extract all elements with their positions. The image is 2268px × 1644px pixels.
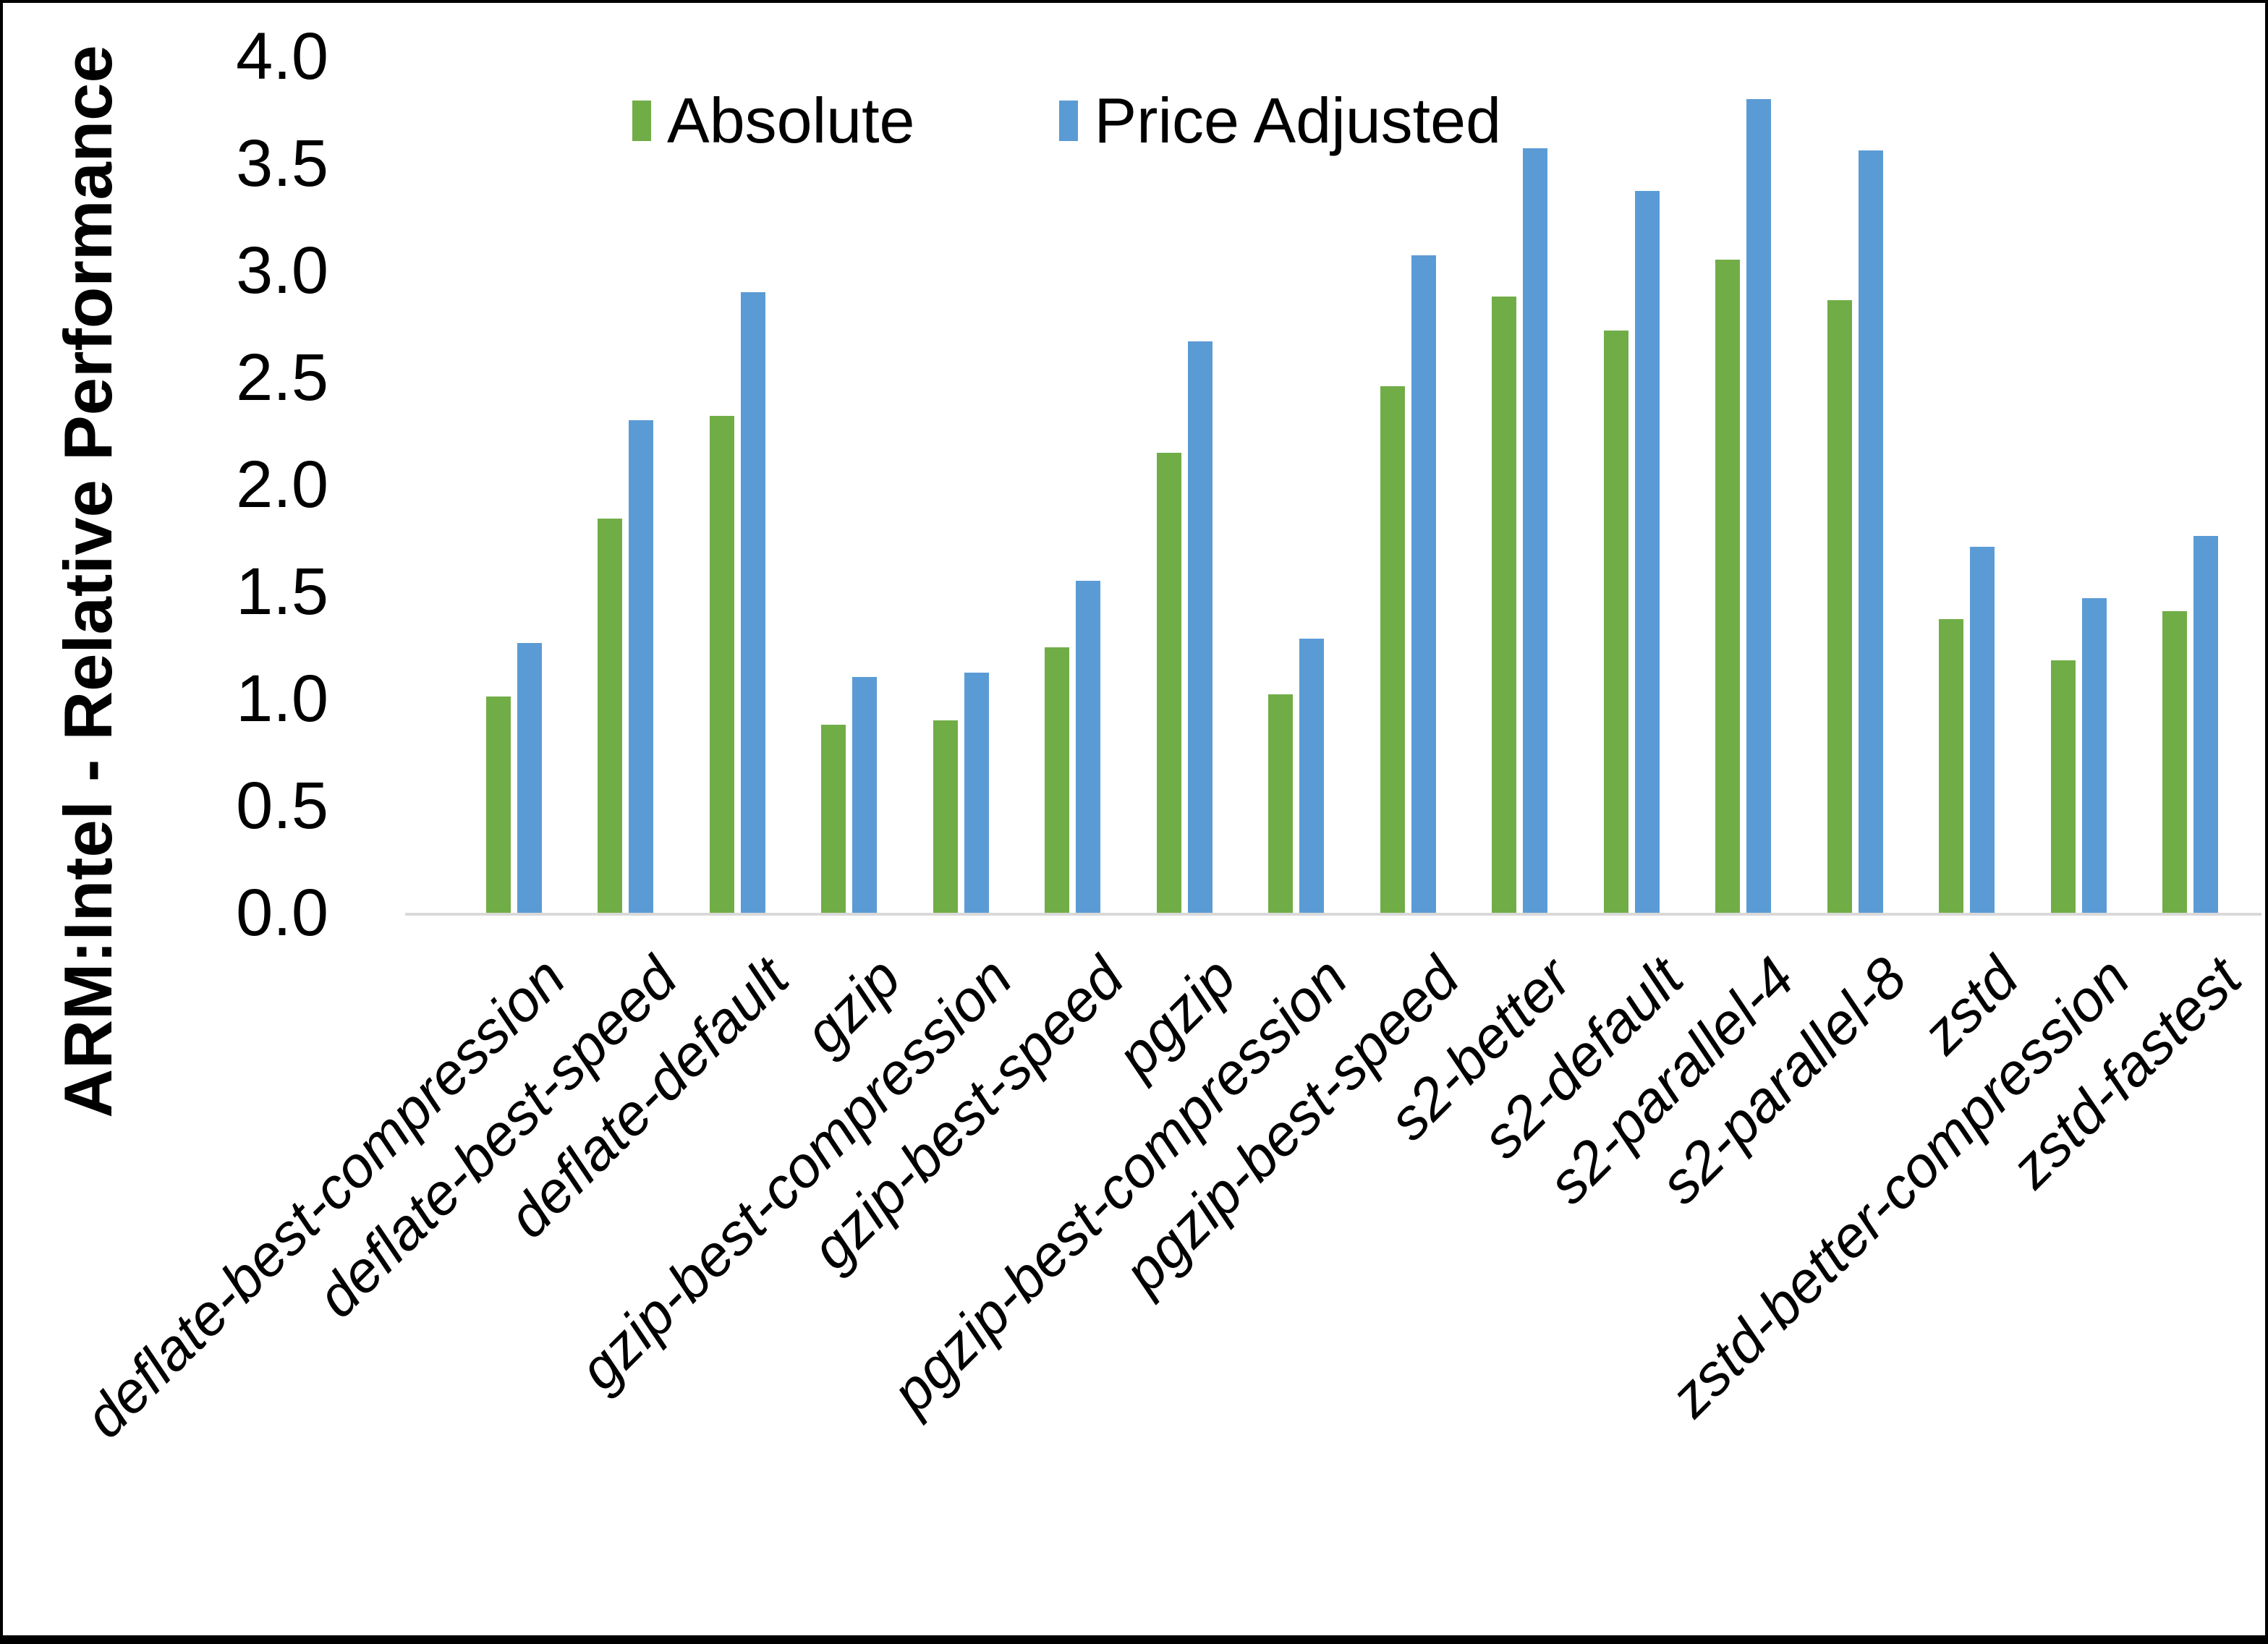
y-tick-label: 2.5 — [236, 341, 328, 414]
legend-item-absolute[interactable]: Absolute — [632, 84, 914, 158]
bar-price-adjusted-gzip — [852, 677, 877, 913]
bar-absolute-pgzip — [1156, 453, 1181, 913]
bar-absolute-pgzip-best-compression — [1268, 694, 1293, 913]
bar-price-adjusted-pgzip-best-speed — [1411, 255, 1436, 913]
y-tick-label: 0.0 — [236, 876, 328, 950]
bar-price-adjusted-gzip-best-speed — [1076, 581, 1100, 913]
y-tick-label: 4.0 — [236, 20, 328, 93]
y-tick-label: 2.0 — [236, 448, 328, 521]
bar-price-adjusted-gzip-best-compression — [964, 673, 989, 913]
bar-absolute-s2-better — [1492, 297, 1516, 913]
bar-absolute-zstd-fastest — [2162, 611, 2187, 913]
legend-label-price-adjusted: Price Adjusted — [1094, 85, 1502, 156]
y-tick-label: 3.0 — [236, 234, 328, 307]
bar-absolute-deflate-best-compression — [485, 697, 511, 913]
bar-price-adjusted-zstd-better-compression — [2081, 598, 2107, 913]
bar-price-adjusted-deflate-best-speed — [629, 420, 653, 913]
bar-price-adjusted-s2-parallel-8 — [1858, 150, 1883, 913]
bar-price-adjusted-pgzip-best-compression — [1299, 639, 1324, 913]
bar-absolute-s2-default — [1603, 331, 1628, 913]
legend-swatch-absolute-icon — [632, 101, 651, 141]
bar-absolute-s2-parallel-4 — [1715, 260, 1740, 913]
bar-absolute-zstd — [1939, 619, 1963, 913]
y-tick-label: 0.5 — [236, 769, 328, 843]
bar-price-adjusted-deflate-default — [740, 292, 765, 913]
bar-absolute-s2-parallel-8 — [1827, 300, 1852, 913]
legend-item-price-adjusted[interactable]: Price Adjusted — [1059, 84, 1501, 158]
bar-absolute-deflate-best-speed — [598, 519, 622, 913]
bar-absolute-zstd-better-compression — [2050, 660, 2076, 913]
bar-price-adjusted-deflate-best-compression — [517, 643, 542, 913]
bar-absolute-deflate-default — [709, 416, 734, 913]
bar-price-adjusted-zstd — [1970, 547, 1995, 913]
bar-price-adjusted-s2-better — [1523, 148, 1547, 913]
bar-price-adjusted-s2-default — [1634, 191, 1660, 913]
bar-price-adjusted-zstd-fastest — [2193, 536, 2218, 913]
bar-price-adjusted-s2-parallel-4 — [1746, 99, 1771, 913]
y-tick-label: 3.5 — [236, 127, 328, 200]
bar-absolute-gzip — [821, 725, 846, 913]
y-tick-label: 1.5 — [236, 555, 328, 629]
bar-price-adjusted-pgzip — [1187, 341, 1212, 913]
x-axis-line — [405, 913, 2261, 916]
y-axis-title: ARM:Intel - Relative Performance — [50, 45, 126, 1118]
legend-label-absolute: Absolute — [667, 85, 915, 156]
bar-absolute-gzip-best-speed — [1045, 647, 1069, 913]
y-tick-label: 1.0 — [236, 662, 328, 736]
bar-absolute-gzip-best-compression — [933, 720, 958, 913]
legend-swatch-price-adjusted-icon — [1059, 101, 1079, 141]
bar-absolute-pgzip-best-speed — [1380, 386, 1405, 913]
legend: Absolute Price Adjusted — [632, 84, 1501, 158]
